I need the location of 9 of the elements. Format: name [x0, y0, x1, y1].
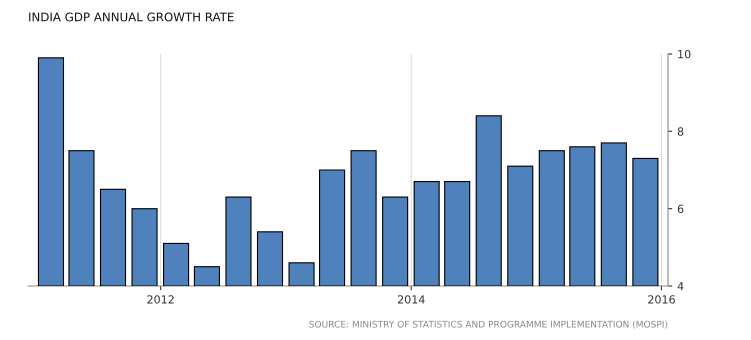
- source-note: SOURCE: MINISTRY OF STATISTICS AND PROGRAMME IMPLEMENTATION (MOSPI): [309, 320, 668, 329]
- y-tick-label: 6: [678, 204, 684, 214]
- x-tick-label: 2012: [147, 295, 174, 304]
- x-tick-label: 2014: [398, 295, 425, 304]
- y-tick-label: 8: [678, 127, 684, 136]
- chart-title: INDIA GDP ANNUAL GROWTH RATE: [29, 12, 234, 22]
- y-tick-label: 10: [678, 50, 690, 58]
- y-tick-label: 4: [678, 282, 684, 290]
- x-tick-label: 2016: [648, 295, 675, 304]
